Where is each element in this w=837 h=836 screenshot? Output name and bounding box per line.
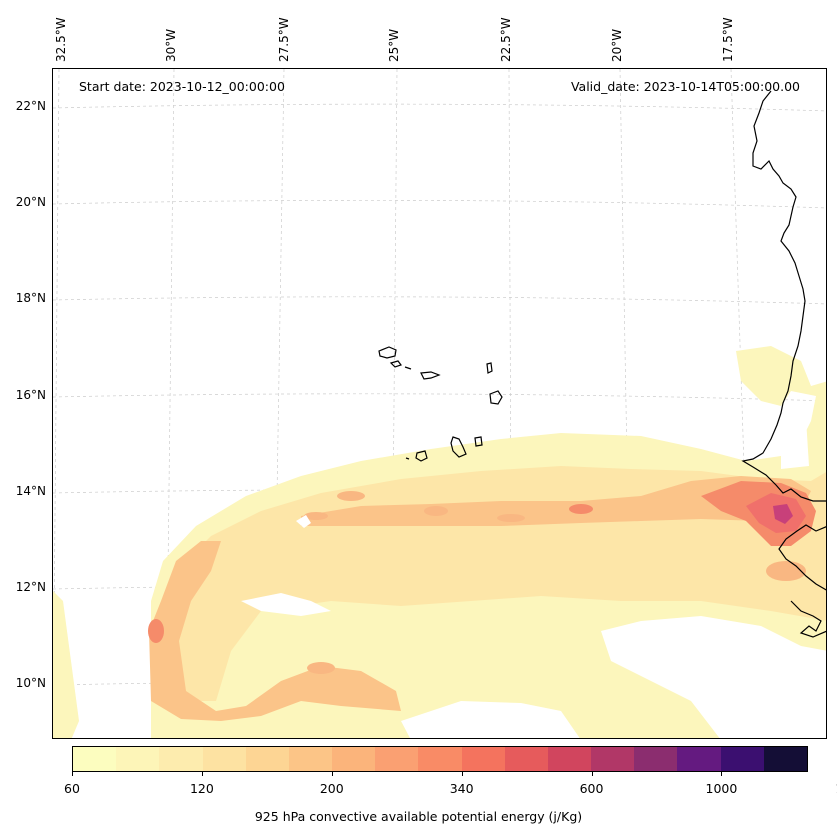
island-santo-antao (378, 346, 397, 359)
lon-label-27-5w: 27.5°W (277, 17, 291, 62)
cape-cell-1 (337, 491, 365, 501)
colorbar-tick-label-0: 60 (64, 781, 80, 796)
island-santiago (450, 436, 467, 458)
africa-coastline-south (778, 524, 826, 591)
colorbar-tick-mark-2 (331, 772, 333, 776)
map-panel[interactable]: Start date: 2023-10-12_00:00:00 Valid_da… (52, 68, 827, 739)
lon-label-22-5w: 22.5°W (499, 17, 513, 62)
colorbar-cell-7 (375, 747, 419, 771)
colorbar-tick-mark-0 (72, 772, 73, 776)
colorbar-cell-8 (418, 747, 462, 771)
cape-field (53, 346, 826, 738)
cape-gap-3 (601, 616, 826, 738)
lon-label-17-5w: 17.5°W (721, 17, 735, 62)
cape-region-level-3 (149, 541, 401, 721)
gridline-lat-22n (53, 103, 826, 112)
island-sal (486, 362, 493, 374)
cape-cell-2 (424, 506, 448, 516)
colorbar-tick-mark-4 (591, 772, 593, 776)
colorbar-tick-label-6: 1750 (835, 781, 837, 796)
lat-label-12n: 12°N (15, 580, 46, 594)
colorbar-cell-6 (332, 747, 376, 771)
colorbar-cell-3 (202, 747, 246, 771)
lat-label-20n: 20°N (15, 195, 46, 209)
gridline-lat-14n (53, 489, 826, 498)
colorbar-cell-5 (288, 747, 333, 771)
colorbar-tick-label-1: 120 (189, 781, 214, 796)
colorbar-cell-4 (245, 747, 289, 771)
gridline-lat-16n (53, 393, 826, 402)
island-brava (405, 457, 410, 460)
valid-date-label: Valid_date: 2023-10-14T05:00:00.00 (570, 79, 800, 94)
colorbar-cell-13 (634, 747, 678, 771)
island-sao-vicente (389, 360, 402, 368)
lon-label-30w: 30°W (164, 28, 178, 62)
cape-cell-6 (148, 619, 164, 643)
cape-gap-1 (296, 515, 311, 528)
lon-label-25w: 25°W (387, 28, 401, 62)
colorbar-tick-mark-1 (201, 772, 203, 776)
colorbar-tick-mark-3 (461, 772, 463, 776)
lon-label-20w: 20°W (610, 28, 624, 62)
cape-gap-5 (781, 419, 809, 469)
colorbar-tick-label-5: 1000 (705, 781, 738, 796)
island-fogo (415, 450, 428, 462)
cape-cell-4 (304, 512, 328, 520)
lat-label-10n: 10°N (15, 676, 46, 690)
island-sao-nicolau (420, 371, 441, 380)
colorbar-cell-10 (504, 747, 548, 771)
colorbar-cell-16 (763, 747, 807, 771)
colorbar-cell-14 (677, 747, 721, 771)
colorbar-tick-mark-5 (721, 772, 723, 776)
cape-cell-3 (569, 504, 593, 514)
cape-cell-5 (497, 514, 525, 522)
colorbar-cell-2 (159, 747, 203, 771)
island-santa-luzia (404, 366, 412, 370)
lat-label-14n: 14°N (15, 484, 46, 498)
colorbar-tick-label-2: 200 (319, 781, 344, 796)
colorbar-cell-15 (720, 747, 764, 771)
gridline-lat-20n (53, 199, 826, 209)
coastlines (378, 90, 826, 638)
africa-coastline (741, 90, 826, 502)
colorbar (72, 746, 808, 772)
colorbar-cell-12 (591, 747, 635, 771)
colorbar-tick-label-3: 340 (449, 781, 474, 796)
colorbar-cell-9 (461, 747, 505, 771)
colorbar-cell-11 (547, 747, 592, 771)
start-date-label: Start date: 2023-10-12_00:00:00 (79, 79, 285, 94)
cape-gap-4 (401, 701, 580, 738)
gridline-lat-18n (53, 296, 826, 305)
cape-cell-7 (307, 662, 335, 674)
map-canvas (53, 69, 826, 738)
lat-label-18n: 18°N (15, 291, 46, 305)
colorbar-cell-1 (116, 747, 160, 771)
cape-gap-2 (241, 593, 331, 616)
colorbar-tick-label-4: 600 (579, 781, 604, 796)
cape-region-peak-core (773, 504, 793, 524)
lon-label-32-5w: 32.5°W (54, 17, 68, 62)
colorbar-label: 925 hPa convective available potential e… (254, 809, 583, 824)
cape-region-west-edge (53, 591, 79, 738)
island-boa-vista (489, 390, 503, 405)
colorbar-cell-0 (73, 747, 117, 771)
bissagos-coast (790, 600, 826, 638)
lat-label-16n: 16°N (15, 388, 46, 402)
cape-cell-8 (766, 561, 806, 581)
lat-label-22n: 22°N (15, 99, 46, 113)
island-maio (474, 436, 483, 447)
